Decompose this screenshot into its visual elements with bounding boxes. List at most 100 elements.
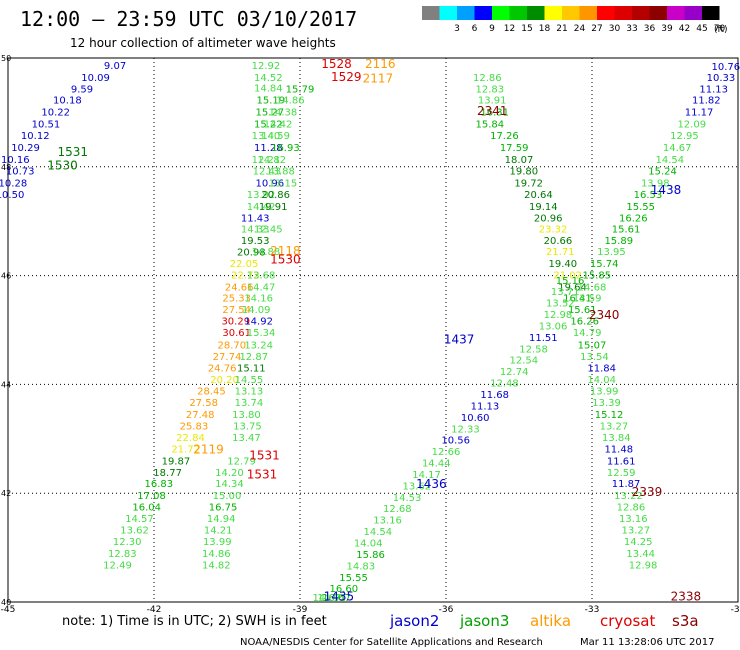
wave-height-label: 12.83 xyxy=(475,84,504,95)
legend-tick-label: 30 xyxy=(609,24,621,34)
wave-height-label: 10.33 xyxy=(707,73,736,84)
x-tick-label: -42 xyxy=(147,605,162,615)
wave-height-label: 19.40 xyxy=(548,259,577,270)
wave-height-label: 10.12 xyxy=(21,131,50,142)
wave-height-label: 22.84 xyxy=(176,433,205,444)
legend-tick-label: 6 xyxy=(472,24,478,34)
wave-height-label: 17.08 xyxy=(137,491,166,502)
legend-tick-label: 12 xyxy=(504,24,515,34)
wave-height-label: 30.61 xyxy=(222,328,251,339)
wave-height-label: 19.87 xyxy=(162,456,191,467)
wave-height-label: 21.72 xyxy=(171,444,200,455)
wave-height-label: 12.30 xyxy=(113,537,142,548)
y-tick-label: 46 xyxy=(1,272,11,281)
wave-height-label: 14.59 xyxy=(261,131,290,142)
wave-height-label: 14.17 xyxy=(412,470,441,481)
wave-height-label: 13.52 xyxy=(546,299,575,310)
wave-height-label: 20.96 xyxy=(534,214,563,225)
wave-height-label: 12.87 xyxy=(239,352,268,363)
wave-height-label: 14.84 xyxy=(254,84,283,95)
legend-unit: (ft) xyxy=(714,25,728,35)
wave-height-label: 9.59 xyxy=(71,84,93,95)
pass-time-label: 1531 xyxy=(57,145,88,159)
wave-height-label: 21.71 xyxy=(546,247,575,258)
wave-height-label: 28.45 xyxy=(197,387,226,398)
wave-height-label: 13.40 xyxy=(252,131,281,142)
wave-height-label: 11.43 xyxy=(241,214,270,225)
wave-height-label: 13.15 xyxy=(269,178,298,189)
wave-height-label: 12.33 xyxy=(451,424,480,435)
wave-height-label: 12.66 xyxy=(432,447,461,458)
wave-height-label: 14.47 xyxy=(247,282,276,293)
wave-height-label: 19.91 xyxy=(259,202,288,213)
plot-frame xyxy=(7,57,739,603)
wave-height-label: 12.43 xyxy=(253,166,282,177)
wave-height-label: 14.57 xyxy=(125,514,154,525)
satellite-name: cryosat xyxy=(600,612,655,630)
wave-height-label: 13.80 xyxy=(232,410,261,421)
pass-time-label: 2339 xyxy=(632,485,663,499)
wave-height-label: 13.95 xyxy=(597,247,626,258)
pass-time-label: 1528 xyxy=(321,57,352,71)
wave-height-label: 25.83 xyxy=(180,422,209,433)
wave-height-label: 15.16 xyxy=(556,276,585,287)
wave-height-label: 12.58 xyxy=(519,344,548,355)
wave-height-label: 27.74 xyxy=(213,352,242,363)
footer-note: note: 1) Time is in UTC; 2) SWH is in fe… xyxy=(62,614,327,629)
wave-height-label: 10.09 xyxy=(81,73,110,84)
wave-height-label: 14.42 xyxy=(264,120,293,131)
wave-height-label: 13.75 xyxy=(233,422,262,433)
wave-height-label: 27.48 xyxy=(186,410,215,421)
wave-height-label: 13.62 xyxy=(120,525,149,536)
legend-tick-label: 70 xyxy=(714,24,726,34)
chart-subtitle: 12 hour collection of altimeter wave hei… xyxy=(70,36,336,50)
x-tick-labels: -45 -42 -39 -36 -33 -30 xyxy=(1,605,740,615)
wave-height-label: 16.75 xyxy=(209,503,238,514)
wave-height-label: 15.86 xyxy=(356,550,385,561)
color-legend: 3 6 9 12 15 18 21 24 27 30 33 36 39 42 45 70 xyxy=(422,6,725,34)
wave-height-label: 12.98 xyxy=(629,560,658,571)
wave-height-label: 12.54 xyxy=(510,356,539,367)
wave-height-label: 14.54 xyxy=(656,155,685,166)
wave-height-label: 13.16 xyxy=(373,516,402,527)
wave-height-label: 14.86 xyxy=(276,96,305,107)
wave-height-label: 10.50 xyxy=(0,190,24,201)
wave-height-label: 14.20 xyxy=(215,468,244,479)
wave-height-label: 14.55 xyxy=(235,375,264,386)
wave-height-label: 15.07 xyxy=(578,340,607,351)
wave-height-label: 15.24 xyxy=(648,166,677,177)
wave-height-label: 14.42 xyxy=(247,202,276,213)
wave-height-label: 19.14 xyxy=(529,202,558,213)
wave-height-label: 15.34 xyxy=(247,328,276,339)
wave-height-label: 10.76 xyxy=(712,62,740,73)
wave-height-label: 11.68 xyxy=(480,390,509,401)
legend-tick-label: 36 xyxy=(644,24,656,34)
legend-tick-label: 45 xyxy=(696,24,707,34)
wave-height-label: 15.22 xyxy=(254,120,283,131)
legend-tick-label: 24 xyxy=(574,24,586,34)
wave-height-label: 13.27 xyxy=(600,422,629,433)
legend-swatch xyxy=(562,6,580,20)
wave-height-label: 13.91 xyxy=(478,96,507,107)
wave-height-label: 14.82 xyxy=(202,560,231,571)
wave-height-label: 22.72 xyxy=(231,270,260,281)
pass-time-label: 1530 xyxy=(270,253,301,267)
wave-height-label: 14.88 xyxy=(252,247,281,258)
wave-height-label: 17.26 xyxy=(490,131,519,142)
wave-height-label: 12.48 xyxy=(490,379,519,390)
x-tick-label: -33 xyxy=(585,605,600,615)
wave-height-label: 12.98 xyxy=(544,310,573,321)
legend-tick-label: 21 xyxy=(556,24,567,34)
wave-height-label: 14.67 xyxy=(312,593,341,604)
wave-height-label: 15.61 xyxy=(568,305,597,316)
wave-height-label: 16.26 xyxy=(619,214,648,225)
pass-time-label: 1437 xyxy=(444,333,475,347)
wave-height-label: 14.83 xyxy=(347,561,376,572)
wave-height-label: 18.77 xyxy=(153,468,182,479)
pass-time-label: 2340 xyxy=(589,308,620,322)
wave-height-label: 15.85 xyxy=(583,270,612,281)
wave-height-label: 12.59 xyxy=(607,468,636,479)
wave-height-label: 13.62 xyxy=(402,481,431,492)
